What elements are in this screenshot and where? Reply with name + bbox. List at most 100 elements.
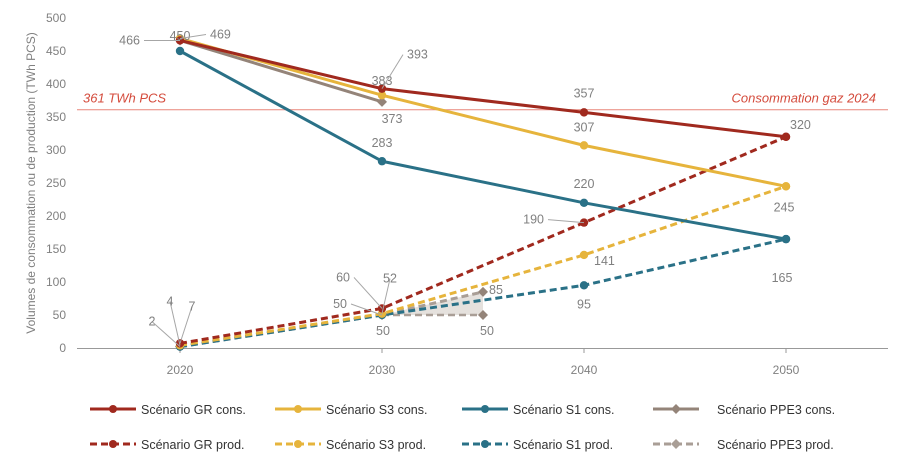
data-label: 50 — [480, 324, 494, 338]
data-label: 190 — [523, 213, 544, 227]
legend-label: Scénario PPE3 cons. — [717, 403, 835, 417]
legend-item-gr-cons: Scénario GR cons. — [90, 403, 246, 417]
legend-label: Scénario S1 prod. — [513, 438, 613, 452]
ppe3-cons-line — [179, 39, 383, 104]
legend-swatch-marker — [294, 405, 302, 413]
gr-cons-line — [179, 38, 787, 139]
legend-item-gr-prod: Scénario GR prod. — [90, 438, 245, 452]
ppe3-cons-marker — [377, 96, 387, 107]
legend-item-s3-prod: Scénario S3 prod. — [275, 438, 426, 452]
data-label: 60 — [336, 270, 350, 284]
reference-label-right: Consommation gaz 2024 — [731, 91, 876, 106]
s3-cons-marker — [579, 141, 589, 150]
x-tick-label: 2030 — [369, 363, 396, 377]
data-label: 141 — [594, 254, 615, 268]
y-tick-label: 500 — [46, 11, 66, 25]
legend-swatch-marker — [109, 440, 117, 448]
data-label: 357 — [574, 86, 595, 100]
label-leader-line — [381, 54, 404, 89]
s3-cons-marker — [781, 182, 791, 191]
label-leader-line — [353, 277, 383, 309]
y-tick-label: 250 — [46, 176, 66, 190]
data-label: 50 — [376, 324, 390, 338]
x-tick-label: 2050 — [773, 363, 800, 377]
legend-label: Scénario S3 prod. — [326, 438, 426, 452]
y-tick-label: 50 — [53, 308, 67, 322]
y-axis: 0 50 100 150 200 250 300 350 400 450 500 — [46, 11, 66, 355]
label-leader-line — [179, 306, 193, 344]
y-tick-label: 150 — [46, 242, 66, 256]
legend-swatch-marker — [671, 439, 681, 449]
s1-cons-line — [179, 49, 787, 241]
y-tick-label: 0 — [59, 341, 66, 355]
data-label: 4 — [167, 294, 174, 308]
s1-prod-marker — [579, 281, 589, 290]
data-label: 52 — [383, 272, 397, 286]
s1-cons-marker — [175, 46, 185, 56]
x-tick-label: 2020 — [167, 363, 194, 377]
label-leader-line — [381, 278, 391, 314]
data-label: 245 — [774, 200, 795, 214]
y-axis-title: Volumes de consommation ou de production… — [24, 32, 38, 333]
y-axis-label: Volumes de consommation ou de production… — [24, 32, 38, 333]
gr-cons-marker — [579, 108, 589, 117]
data-label: 450 — [170, 29, 191, 43]
legend-label: Scénario GR cons. — [141, 403, 246, 417]
label-leader-line — [179, 33, 207, 39]
label-leader-line — [169, 301, 181, 346]
legend-swatch-marker — [294, 440, 302, 448]
legend-label: Scénario PPE3 prod. — [717, 438, 834, 452]
data-label: 2 — [149, 315, 156, 329]
s3-cons-marker — [377, 91, 387, 100]
x-axis: 2020 2030 2040 2050 — [167, 348, 800, 377]
data-label: 283 — [372, 136, 393, 150]
s3-prod-marker — [579, 250, 589, 260]
s1-cons-marker — [579, 198, 589, 207]
data-label: 466 — [119, 33, 140, 47]
y-tick-label: 450 — [46, 44, 66, 58]
data-label: 393 — [407, 48, 428, 62]
label-leader-line — [547, 219, 585, 224]
legend-swatch-marker — [481, 405, 489, 413]
gr-prod-line — [179, 135, 787, 345]
gr-cons-marker — [781, 132, 791, 141]
y-tick-label: 100 — [46, 275, 66, 289]
data-label: 373 — [382, 112, 403, 126]
s1-cons-marker — [781, 234, 791, 244]
legend-swatch-marker — [671, 404, 681, 414]
data-label: 50 — [333, 297, 347, 311]
legend-item-ppe3-cons: Scénario PPE3 cons. — [653, 403, 835, 417]
legend-label: Scénario S1 cons. — [513, 403, 614, 417]
label-leader-line — [350, 303, 383, 316]
legend-label: Scénario S3 cons. — [326, 403, 427, 417]
s1-cons-marker — [377, 157, 387, 166]
y-tick-label: 300 — [46, 143, 66, 157]
ppe3-prod-low-marker — [478, 310, 488, 320]
s3-cons-line — [179, 37, 787, 188]
label-leader-line — [151, 321, 181, 348]
legend-item-ppe3-prod: Scénario PPE3 prod. — [653, 438, 834, 452]
data-label: 469 — [210, 27, 231, 41]
legend-item-s1-cons: Scénario S1 cons. — [462, 403, 614, 417]
data-label: 165 — [772, 271, 793, 285]
legend-item-s1-prod: Scénario S1 prod. — [462, 438, 613, 452]
reference-label-left: 361 TWh PCS — [83, 91, 166, 106]
legend-item-s3-cons: Scénario S3 cons. — [275, 403, 427, 417]
data-label: 7 — [189, 299, 196, 313]
data-label: 383 — [372, 74, 393, 88]
data-label: 95 — [577, 297, 591, 311]
legend-label: Scénario GR prod. — [141, 438, 245, 452]
y-tick-label: 350 — [46, 110, 66, 124]
data-label: 320 — [790, 118, 811, 132]
gr-cons-marker — [377, 84, 387, 93]
y-tick-label: 400 — [46, 77, 66, 91]
data-label: 307 — [574, 120, 595, 134]
x-tick-label: 2040 — [571, 363, 598, 377]
data-label: 85 — [489, 283, 503, 297]
legend: Scénario GR cons. Scénario S3 cons. Scén… — [90, 403, 835, 452]
reference-line-group: 361 TWh PCS Consommation gaz 2024 — [77, 91, 888, 111]
series-layer — [175, 34, 791, 352]
